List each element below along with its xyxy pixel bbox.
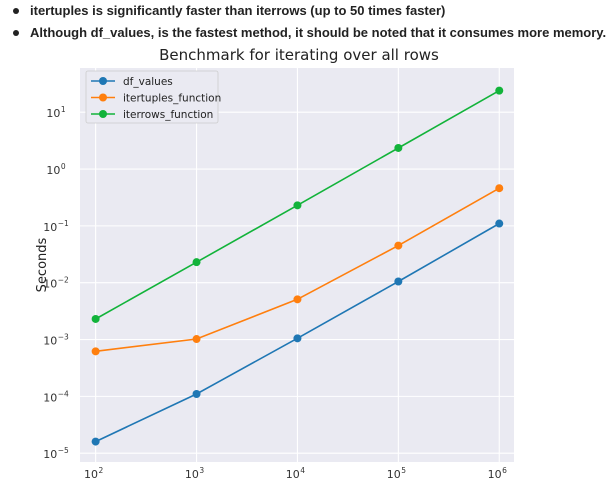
x-tick-label: 104 — [286, 466, 306, 481]
chart-title: Benchmark for iterating over all rows — [159, 46, 439, 64]
data-point — [293, 201, 302, 210]
bullet-text: Although df_values, is the fastest metho… — [30, 25, 607, 40]
y-tick-label: 10−3 — [43, 333, 69, 348]
data-point — [495, 184, 504, 193]
legend: df_values itertuples_function iterrows_fun… — [85, 70, 221, 124]
bullet-dot-icon — [13, 30, 19, 36]
x-tick-label: 106 — [488, 466, 508, 481]
y-tick-label: 100 — [46, 162, 66, 177]
series-itertuples-function — [91, 184, 504, 356]
legend-entry: itertuples_function — [123, 93, 221, 105]
data-point — [91, 314, 100, 323]
data-point — [192, 335, 201, 344]
legend-entry: df_values — [123, 76, 173, 88]
y-tick-label: 10−1 — [43, 219, 69, 234]
bullet-list: itertuples is significantly faster than … — [10, 0, 610, 44]
y-tick-label: 10−4 — [43, 389, 69, 404]
data-point — [293, 334, 302, 343]
data-point — [192, 390, 201, 399]
data-point — [394, 277, 403, 286]
data-point — [192, 258, 201, 267]
data-point — [91, 437, 100, 446]
x-axis-ticks: 102 103 104 105 106 — [84, 466, 507, 481]
legend-entry: iterrows_function — [123, 109, 213, 121]
data-point — [495, 219, 504, 228]
legend-marker — [99, 77, 107, 85]
data-point — [293, 295, 302, 304]
bullet-item: Although df_values, is the fastest metho… — [10, 22, 610, 44]
legend-frame — [85, 70, 219, 124]
legend-marker — [99, 93, 107, 102]
data-point — [394, 143, 403, 152]
y-tick-label: 101 — [46, 105, 66, 120]
legend-marker — [99, 110, 107, 118]
y-axis-label: Seconds — [35, 237, 50, 292]
y-tick-label: 10−5 — [43, 446, 69, 461]
x-tick-label: 105 — [387, 466, 407, 481]
series-df-values — [91, 219, 504, 446]
bullet-text: itertuples is significantly faster than … — [30, 3, 446, 18]
data-point — [394, 241, 403, 250]
x-tick-label: 102 — [84, 466, 104, 481]
data-point — [495, 86, 504, 95]
series-lines — [91, 86, 504, 446]
series-iterrows-function — [91, 86, 504, 323]
bullet-dot-icon — [13, 8, 19, 14]
bullet-item: itertuples is significantly faster than … — [10, 0, 610, 22]
data-point — [91, 347, 100, 356]
x-tick-label: 103 — [185, 466, 205, 481]
